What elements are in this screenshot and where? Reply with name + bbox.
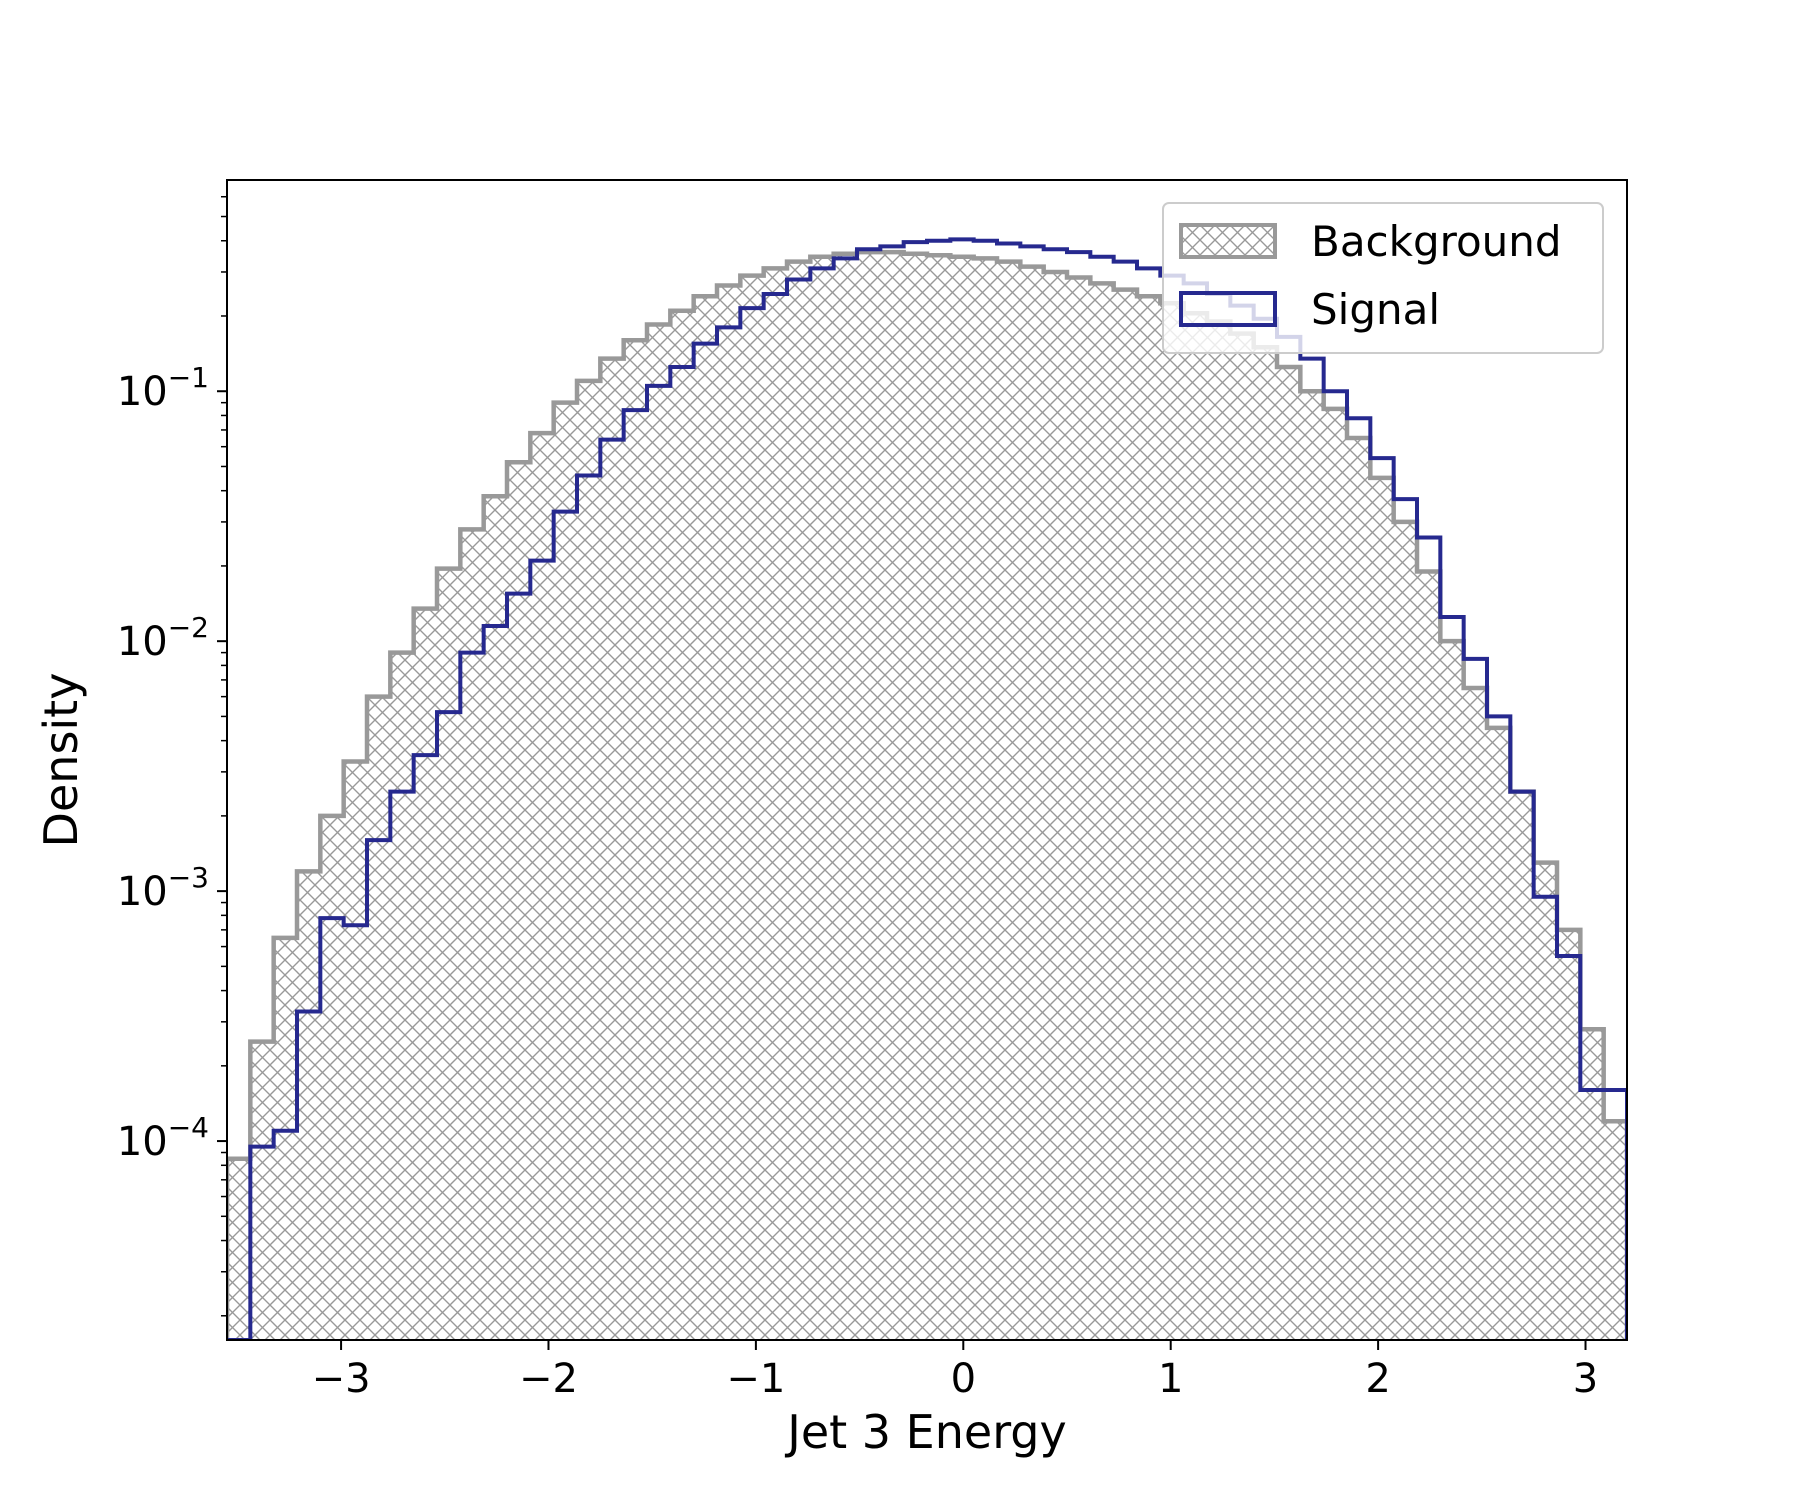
x-tick-label: 3	[1573, 1356, 1598, 1402]
plot-area	[227, 237, 1627, 1340]
background-bar	[1183, 313, 1208, 1340]
background-bar	[1277, 367, 1301, 1340]
background-bar	[740, 275, 765, 1340]
signal-series	[227, 237, 1627, 1340]
y-tick-label: 10−3	[117, 861, 209, 915]
background-bar	[460, 529, 485, 1340]
background-bar	[1230, 333, 1255, 1340]
background-bar	[320, 815, 345, 1340]
x-axis: −3 −2 −1 0 1 2 3	[312, 1340, 1598, 1402]
background-bar	[950, 256, 975, 1340]
background-bar	[833, 253, 858, 1340]
background-series	[227, 249, 1627, 1340]
background-bar	[343, 761, 368, 1340]
x-tick-label: 2	[1365, 1356, 1390, 1402]
background-bar	[1393, 521, 1418, 1340]
background-bar	[483, 496, 508, 1340]
background-bar	[1603, 1121, 1627, 1340]
background-bar	[1137, 296, 1161, 1340]
x-tick-label: 1	[1158, 1356, 1183, 1402]
background-bar	[973, 258, 998, 1340]
background-bar	[227, 1158, 251, 1340]
background-bar	[647, 324, 671, 1340]
background-bar	[1440, 641, 1465, 1340]
background-bar	[413, 608, 438, 1340]
y-tick-label: 10−2	[117, 611, 209, 665]
y-tick-label: 10−1	[117, 361, 209, 415]
background-bar	[1463, 687, 1488, 1340]
background-bar	[273, 937, 298, 1340]
signal-outline	[227, 237, 1627, 1340]
background-bar	[367, 696, 391, 1340]
background-bar	[997, 261, 1021, 1340]
x-axis-label: Jet 3 Energy	[784, 1405, 1066, 1459]
background-bar	[1533, 862, 1558, 1340]
background-bar	[1043, 271, 1068, 1340]
legend-label-background: Background	[1311, 217, 1562, 266]
x-tick-label: −3	[312, 1356, 371, 1402]
background-bar	[297, 871, 321, 1340]
x-tick-label: −2	[519, 1356, 578, 1402]
background-bar	[810, 256, 835, 1340]
background-bar	[250, 1041, 275, 1340]
background-bar	[1557, 929, 1581, 1340]
legend: Background Signal	[1162, 202, 1604, 354]
background-bar	[1417, 571, 1441, 1340]
y-tick-label: 10−4	[117, 1111, 209, 1165]
background-bar	[437, 568, 461, 1340]
background-bar	[1510, 791, 1535, 1340]
background-bar	[717, 285, 741, 1340]
background-bar	[1160, 303, 1185, 1340]
background-bar	[1370, 477, 1395, 1340]
background-bar	[1113, 289, 1138, 1340]
background-bar	[623, 340, 648, 1340]
background-bar	[577, 380, 601, 1340]
background-bar	[880, 252, 905, 1340]
background-bar	[1300, 391, 1325, 1340]
x-tick-label: −1	[726, 1356, 785, 1402]
background-bar	[390, 652, 415, 1340]
background-bar	[927, 255, 951, 1340]
background-bar	[1253, 347, 1278, 1340]
background-bar	[763, 268, 788, 1340]
background-bar	[600, 358, 625, 1340]
background-bar	[553, 402, 578, 1340]
background-bar	[693, 296, 718, 1340]
legend-swatch-signal	[1179, 291, 1277, 327]
background-outline	[227, 249, 1627, 1340]
background-bar	[1207, 321, 1231, 1340]
background-bar	[1090, 283, 1115, 1340]
background-bar	[787, 261, 811, 1340]
legend-swatch-background	[1179, 223, 1277, 259]
legend-label-signal: Signal	[1311, 285, 1440, 334]
background-bar	[1580, 1029, 1605, 1340]
background-bar	[1020, 266, 1045, 1340]
plot-frame	[226, 179, 1628, 1341]
y-axis-label: Density	[34, 673, 88, 848]
background-bar	[670, 310, 695, 1340]
background-bar	[903, 253, 928, 1340]
background-bar	[1067, 277, 1091, 1340]
background-bar	[530, 433, 555, 1340]
background-bar	[507, 462, 531, 1340]
background-bar	[1487, 727, 1511, 1340]
background-bar	[1323, 408, 1348, 1340]
x-tick-label: 0	[951, 1356, 976, 1402]
background-bar	[857, 252, 881, 1340]
background-bar	[1347, 437, 1371, 1340]
y-axis: 10−1 10−2 10−3 10−4	[117, 195, 227, 1317]
